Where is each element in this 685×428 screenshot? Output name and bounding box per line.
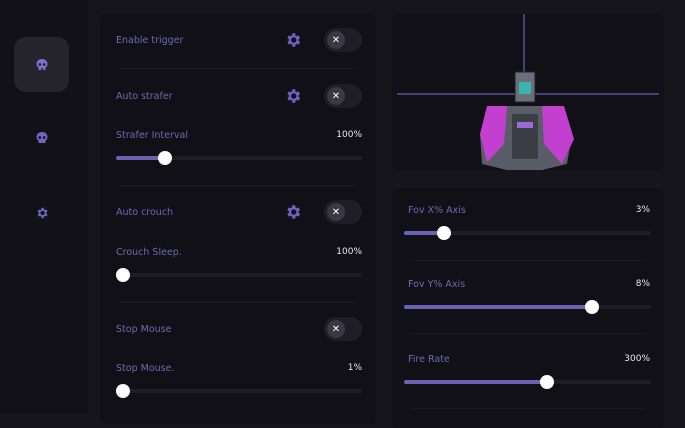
gear-icon[interactable]: [284, 203, 302, 221]
gear-icon: [37, 207, 48, 218]
slider-thumb[interactable]: [584, 300, 599, 314]
fov-x-row: Fov X% Axis 3%: [408, 198, 650, 222]
fire-rate-value: 300%: [624, 354, 650, 364]
gear-icon[interactable]: [284, 31, 302, 49]
fov-y-value: 8%: [635, 279, 650, 289]
stop-mouse-slider-value: 1%: [347, 363, 362, 373]
enable-trigger-row: Enable trigger ✕: [116, 28, 362, 52]
fire-rate-slider[interactable]: [404, 375, 651, 389]
fov-x-value: 3%: [635, 205, 650, 215]
strafer-interval-value: 100%: [336, 130, 362, 140]
slider-fill: [116, 156, 166, 160]
skull-icon: [36, 58, 47, 70]
fov-x-slider[interactable]: [404, 226, 651, 240]
divider: [120, 302, 356, 303]
nav-settings[interactable]: [14, 185, 69, 240]
fov-x-label: Fov X% Axis: [408, 204, 466, 216]
slider-thumb[interactable]: [540, 375, 555, 389]
fov-y-row: Fov Y% Axis 8%: [408, 272, 650, 296]
strafer-interval-slider[interactable]: [116, 151, 362, 165]
auto-crouch-toggle[interactable]: ✕: [324, 200, 362, 224]
stop-mouse-slider-row: Stop Mouse. 1%: [116, 356, 362, 380]
aim-settings-panel: Fov X% Axis 3% Fov Y% Axis 8% Fire Rate …: [392, 188, 664, 428]
slider-thumb[interactable]: [158, 151, 173, 165]
close-icon: ✕: [327, 87, 345, 105]
auto-strafer-row: Auto strafer ✕: [116, 84, 362, 108]
enable-trigger-label: Enable trigger: [116, 34, 184, 46]
nav-skull-1[interactable]: [14, 37, 69, 92]
divider: [412, 408, 644, 409]
preview-panel: [392, 14, 664, 170]
slider-thumb[interactable]: [116, 268, 130, 282]
strafer-interval-label: Strafer Interval: [116, 129, 188, 141]
fov-y-slider[interactable]: [404, 300, 651, 314]
strafer-interval-row: Strafer Interval 100%: [116, 123, 362, 147]
close-icon: ✕: [327, 320, 345, 338]
crouch-sleep-label: Crouch Sleep.: [116, 246, 182, 258]
auto-crouch-label: Auto crouch: [116, 206, 174, 218]
crouch-sleep-slider[interactable]: [116, 268, 362, 282]
crouch-sleep-value: 100%: [336, 247, 362, 257]
divider: [120, 68, 356, 69]
stop-mouse-row: Stop Mouse ✕: [116, 317, 362, 341]
divider: [412, 260, 644, 261]
close-icon: ✕: [327, 203, 345, 221]
auto-crouch-row: Auto crouch ✕: [116, 200, 362, 224]
stop-mouse-label: Stop Mouse: [116, 323, 172, 335]
slider-fill: [404, 380, 548, 384]
fov-y-label: Fov Y% Axis: [408, 278, 466, 290]
auto-strafer-label: Auto strafer: [116, 90, 173, 102]
divider: [120, 185, 356, 186]
fire-rate-label: Fire Rate: [408, 353, 450, 365]
stop-mouse-slider[interactable]: [116, 384, 362, 398]
auto-strafer-toggle[interactable]: ✕: [324, 84, 362, 108]
nav-skull-2[interactable]: [14, 110, 69, 165]
slider-fill: [404, 231, 444, 235]
divider: [412, 333, 644, 334]
skull-icon: [36, 131, 47, 143]
slider-fill: [404, 305, 592, 309]
robot-model: [480, 71, 574, 170]
slider-thumb[interactable]: [116, 384, 130, 398]
slider-thumb[interactable]: [436, 226, 451, 240]
stop-mouse-slider-label: Stop Mouse.: [116, 362, 175, 374]
enable-trigger-toggle[interactable]: ✕: [324, 28, 362, 52]
gear-icon[interactable]: [284, 87, 302, 105]
character-preview: [397, 14, 659, 170]
sidebar: [0, 0, 88, 413]
close-icon: ✕: [327, 31, 345, 49]
left-settings-panel: Enable trigger ✕ Auto strafer ✕ Strafer …: [100, 14, 376, 424]
stop-mouse-toggle[interactable]: ✕: [324, 317, 362, 341]
crouch-sleep-row: Crouch Sleep. 100%: [116, 240, 362, 264]
fire-rate-row: Fire Rate 300%: [408, 347, 650, 371]
